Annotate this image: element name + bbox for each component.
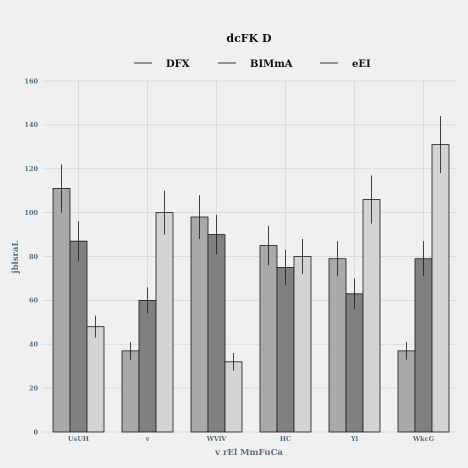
y-tick-label: 40	[29, 341, 39, 349]
y-tick-label: 140	[24, 121, 38, 129]
bar	[138, 299, 157, 433]
bar	[86, 326, 105, 433]
bar	[362, 199, 381, 433]
x-tick-label: WVlV	[206, 435, 228, 443]
bar	[328, 258, 347, 433]
x-tick-label: HC	[280, 435, 291, 443]
bar	[155, 212, 174, 433]
legend-label: eEI	[352, 59, 371, 70]
legend-label: DFX	[166, 59, 190, 70]
y-tick-label: 60	[29, 297, 39, 305]
bar	[431, 144, 450, 433]
bar	[224, 361, 243, 433]
bar	[121, 350, 140, 433]
bars	[52, 144, 450, 433]
bar	[293, 256, 312, 433]
bar	[259, 245, 278, 433]
bar	[69, 240, 88, 433]
x-axis-ticks: UsUH v WVlV HC Yl WkcG	[68, 435, 435, 443]
legend-label: BIMmA	[250, 59, 293, 70]
bar	[190, 216, 209, 433]
x-axis-label: v rEl MmFuCa	[214, 448, 283, 458]
legend: DFX BIMmA eEI	[134, 59, 371, 70]
y-tick-label: 120	[24, 165, 38, 173]
x-tick-label: Yl	[350, 435, 359, 443]
bar	[207, 234, 226, 433]
bar	[276, 267, 295, 433]
y-tick-label: 160	[24, 77, 38, 85]
bar	[414, 258, 433, 433]
y-tick-label: 20	[29, 384, 39, 392]
bar	[397, 350, 416, 433]
y-tick-label: 0	[33, 428, 38, 436]
x-tick-label: UsUH	[68, 435, 89, 443]
x-tick-label: v	[145, 435, 150, 443]
x-tick-label: WkcG	[412, 435, 435, 443]
bar	[345, 293, 364, 433]
error-bars	[61, 116, 441, 371]
bar	[52, 188, 71, 433]
y-axis-ticks: 0 20 40 60 80 100 120 140 160	[24, 77, 38, 436]
y-axis-label: jblsraL	[11, 240, 21, 274]
chart-title: dcFK D	[226, 32, 272, 45]
y-tick-label: 100	[24, 209, 38, 217]
y-tick-label: 80	[29, 253, 39, 261]
